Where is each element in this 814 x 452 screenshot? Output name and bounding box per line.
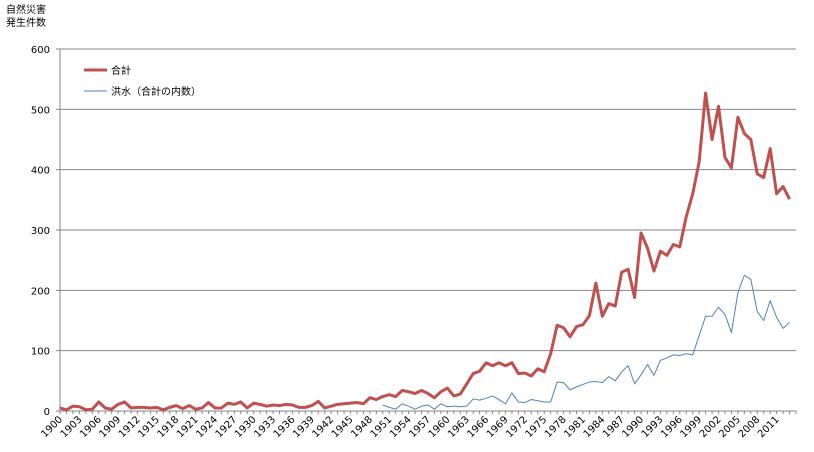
- y-axis-label-line-2: 発生件数: [6, 18, 46, 29]
- y-tick-label: 200: [31, 286, 50, 297]
- legend-label-1: 合計: [111, 64, 131, 77]
- x-tick-label: 2011: [756, 414, 782, 440]
- y-tick-label: 100: [31, 347, 50, 358]
- y-tick-label: 500: [31, 105, 50, 116]
- y-tick-label: 600: [31, 45, 50, 56]
- y-tick-label: 400: [31, 166, 50, 177]
- series-line-1: [59, 91, 791, 412]
- legend-label-2: 洪水（合計の内数）: [111, 85, 201, 98]
- y-tick-label: 300: [31, 226, 50, 237]
- y-axis-label: 自然災害 発生件数: [6, 4, 46, 30]
- y-tick-label: 0: [44, 407, 50, 418]
- y-axis-label-line-1: 自然災害: [6, 5, 46, 16]
- series-line-2: [382, 274, 790, 410]
